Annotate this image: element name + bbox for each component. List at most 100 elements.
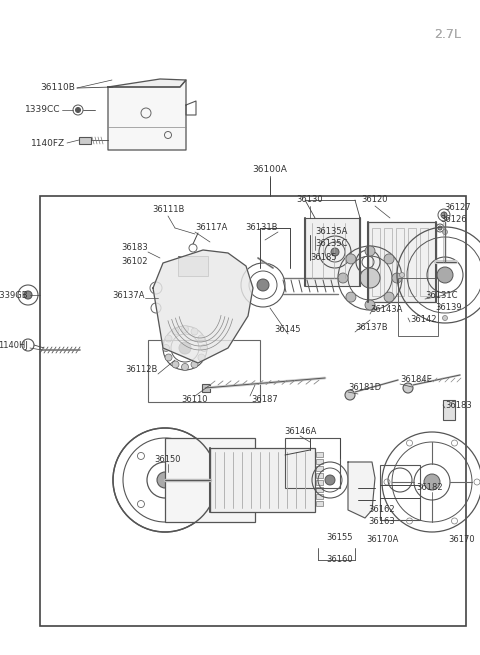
Circle shape	[24, 291, 32, 299]
Circle shape	[392, 273, 402, 283]
Bar	[372, 228, 380, 296]
Text: 36170A: 36170A	[366, 536, 398, 544]
Bar	[316, 480, 323, 485]
Circle shape	[365, 300, 375, 310]
Text: 36137A: 36137A	[112, 291, 145, 299]
Text: 1140HJ: 1140HJ	[0, 341, 28, 350]
Circle shape	[75, 107, 81, 113]
Bar	[396, 228, 404, 296]
Circle shape	[163, 345, 169, 352]
Bar	[316, 459, 323, 464]
Bar	[316, 466, 323, 471]
Text: 36111B: 36111B	[152, 206, 184, 214]
Bar	[210, 448, 315, 512]
Circle shape	[325, 475, 335, 485]
Text: 36146A: 36146A	[284, 428, 316, 436]
Text: 36135A: 36135A	[315, 227, 348, 236]
Text: 36117A: 36117A	[195, 223, 228, 233]
Circle shape	[179, 342, 191, 354]
Text: 36143A: 36143A	[370, 305, 402, 314]
Circle shape	[438, 226, 442, 230]
Text: 36155: 36155	[327, 534, 353, 542]
Circle shape	[181, 364, 189, 371]
Text: 36162: 36162	[368, 506, 395, 514]
Bar	[420, 228, 428, 296]
Circle shape	[365, 246, 375, 256]
Text: 36102: 36102	[121, 257, 148, 267]
Text: 36142: 36142	[410, 316, 436, 324]
Circle shape	[181, 326, 189, 333]
Polygon shape	[153, 250, 253, 363]
Circle shape	[384, 254, 394, 264]
Bar	[316, 494, 323, 499]
Text: 1339CC: 1339CC	[24, 105, 60, 115]
Polygon shape	[348, 462, 375, 518]
Text: 2.7L: 2.7L	[434, 29, 461, 41]
Text: 2.7L: 2.7L	[434, 29, 461, 41]
Circle shape	[424, 474, 440, 490]
Text: 36110B: 36110B	[40, 83, 75, 92]
Bar	[79, 137, 91, 144]
Bar	[380, 465, 420, 520]
Text: 36139: 36139	[435, 303, 462, 312]
Text: 1339GB: 1339GB	[0, 291, 28, 299]
Text: 36183: 36183	[121, 244, 148, 252]
Bar	[285, 438, 340, 488]
Bar	[316, 487, 323, 492]
Text: 36131C: 36131C	[425, 291, 457, 299]
Bar	[202, 384, 210, 392]
Circle shape	[441, 212, 447, 218]
Circle shape	[198, 354, 205, 361]
Polygon shape	[108, 80, 186, 150]
Text: 36135C: 36135C	[315, 240, 348, 248]
Bar	[40, 196, 466, 626]
Text: 1140FZ: 1140FZ	[31, 138, 65, 147]
Circle shape	[331, 248, 339, 256]
Bar	[398, 278, 438, 336]
Text: 36126: 36126	[440, 215, 467, 225]
Circle shape	[360, 268, 380, 288]
Text: 36184E: 36184E	[400, 375, 432, 384]
Bar	[165, 438, 255, 522]
Bar	[368, 222, 436, 302]
Circle shape	[172, 328, 179, 335]
Text: 36185: 36185	[310, 253, 336, 263]
Bar	[148, 340, 260, 402]
Circle shape	[403, 383, 413, 393]
Text: 36127: 36127	[444, 204, 470, 212]
Text: 36112B: 36112B	[126, 365, 158, 375]
Circle shape	[165, 335, 172, 342]
Text: 36150: 36150	[155, 455, 181, 464]
Text: 36120: 36120	[362, 195, 388, 204]
Text: 36160: 36160	[327, 555, 353, 565]
Circle shape	[191, 361, 198, 368]
Circle shape	[345, 390, 355, 400]
Circle shape	[338, 273, 348, 283]
Bar	[178, 256, 208, 276]
Text: 36131B: 36131B	[245, 223, 278, 233]
Text: 36163: 36163	[368, 517, 395, 527]
Text: 36183: 36183	[445, 400, 472, 409]
Text: 36187: 36187	[252, 396, 278, 405]
Bar	[316, 473, 323, 478]
Polygon shape	[108, 79, 186, 87]
Bar	[384, 228, 392, 296]
Text: 36110: 36110	[182, 396, 208, 405]
Bar	[443, 400, 455, 420]
Circle shape	[399, 272, 405, 278]
Text: 36170: 36170	[449, 536, 475, 544]
Bar	[408, 228, 416, 296]
Text: 36130: 36130	[297, 195, 324, 204]
Text: 36100A: 36100A	[252, 166, 288, 174]
Circle shape	[346, 254, 356, 264]
Circle shape	[384, 292, 394, 302]
Circle shape	[165, 354, 172, 361]
Circle shape	[198, 335, 205, 342]
Circle shape	[157, 472, 173, 488]
Circle shape	[201, 345, 207, 352]
Text: 36181D: 36181D	[348, 383, 381, 392]
Circle shape	[443, 229, 447, 234]
Text: 36182: 36182	[417, 483, 444, 491]
Circle shape	[257, 279, 269, 291]
Circle shape	[437, 267, 453, 283]
